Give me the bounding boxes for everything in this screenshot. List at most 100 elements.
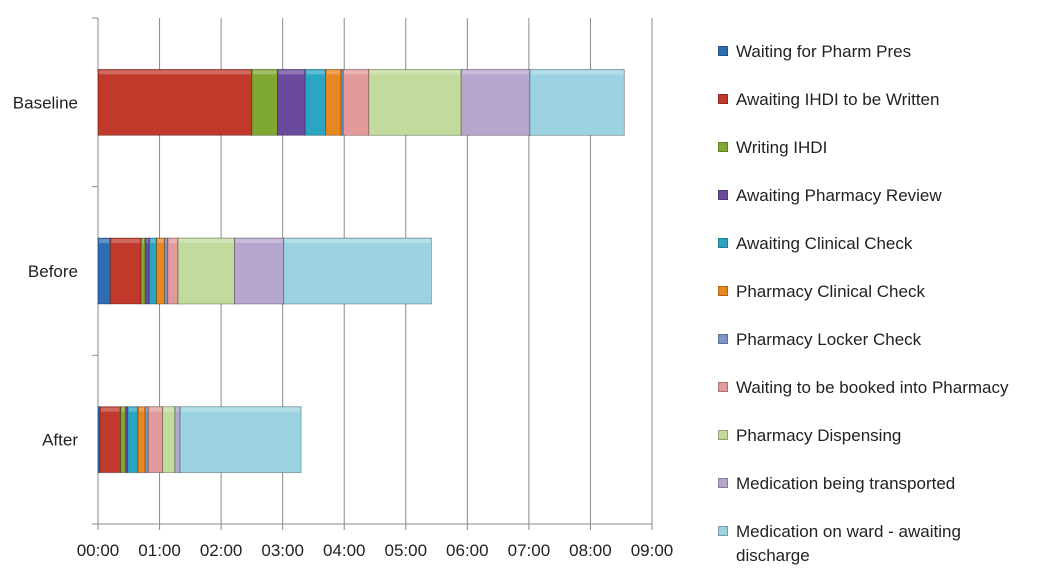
- legend-swatch: [718, 478, 728, 488]
- bar-segment: [368, 68, 462, 136]
- bar-segment-highlight: [168, 239, 178, 243]
- bar-segment-highlight: [146, 407, 148, 412]
- legend-swatch: [718, 382, 728, 392]
- bar-segment-highlight: [181, 407, 301, 412]
- bar-segment: [156, 237, 166, 305]
- bar-segment: [283, 237, 432, 305]
- legend: Waiting for Pharm Pres Awaiting IHDI to b…: [718, 40, 1058, 568]
- legend-label: Pharmacy Dispensing: [736, 426, 902, 445]
- bar-segment-highlight: [344, 70, 368, 75]
- bar-segment-highlight: [121, 407, 125, 412]
- legend-swatch: [718, 46, 728, 56]
- bar-segment: [140, 237, 146, 305]
- x-tick-label: 07:00: [508, 541, 551, 560]
- legend-item: Awaiting IHDI to be Written: [718, 88, 1058, 136]
- bar-segment-highlight: [306, 70, 325, 75]
- bar-segment: [144, 406, 149, 474]
- x-tick-label: 01:00: [138, 541, 181, 560]
- bar-segment-highlight: [284, 239, 431, 243]
- x-tick-label: 02:00: [200, 541, 243, 560]
- x-tick-label: 04:00: [323, 541, 366, 560]
- legend-label: Pharmacy Clinical Check: [736, 282, 925, 301]
- bar-segment: [460, 68, 531, 136]
- x-tick-label: 00:00: [77, 541, 120, 560]
- legend-item: Pharmacy Clinical Check: [718, 280, 1058, 328]
- bar-segment: [164, 237, 169, 305]
- bar-segment: [251, 68, 278, 136]
- bar-segment: [99, 406, 121, 474]
- legend-swatch: [718, 142, 728, 152]
- bar-segment: [162, 406, 176, 474]
- bar-segment-highlight: [326, 70, 341, 75]
- bar-segment-highlight: [165, 239, 167, 243]
- legend-item: Waiting for Pharm Pres: [718, 40, 1058, 88]
- bar-segment-highlight: [157, 239, 164, 243]
- bar-segment: [342, 68, 370, 136]
- bar-segment-highlight: [278, 70, 305, 75]
- bar-segment-highlight: [530, 70, 624, 75]
- category-label: Baseline: [13, 93, 78, 112]
- bar-segment: [127, 406, 139, 474]
- x-tick-label: 06:00: [446, 541, 489, 560]
- stacked-bar-chart: 00:00 01:00 02:00 03:00 04:00 05:00 06:00 07:00…: [13, 17, 674, 560]
- bar-segment-highlight: [101, 407, 120, 412]
- bar-segment: [277, 68, 306, 136]
- bar-segment-highlight: [235, 239, 283, 243]
- legend-item: Awaiting Pharmacy Review: [718, 184, 1058, 232]
- category-label: Before: [28, 262, 78, 281]
- bar-segment: [109, 237, 142, 305]
- x-tick-label: 09:00: [631, 541, 674, 560]
- legend-label: Medication being transported: [736, 474, 956, 493]
- legend-swatch: [718, 190, 728, 200]
- legend-label: Awaiting Pharmacy Review: [736, 186, 942, 205]
- bar-segment: [529, 68, 625, 136]
- legend-item: Writing IHDI: [718, 136, 1058, 184]
- bar-segment: [174, 406, 181, 474]
- bar-segment-highlight: [163, 407, 174, 412]
- bar-segment: [177, 237, 235, 305]
- bar-segment: [144, 237, 150, 305]
- bar-segment: [304, 68, 327, 136]
- bar-segment-highlight: [99, 239, 110, 243]
- legend-swatch: [718, 430, 728, 440]
- x-tick-label: 08:00: [569, 541, 612, 560]
- legend-swatch: [718, 286, 728, 296]
- bar-segment: [234, 237, 285, 305]
- bar-segment-highlight: [252, 70, 277, 75]
- legend-label: Waiting for Pharm Pres: [736, 42, 912, 61]
- legend-label: Awaiting IHDI to be Written: [736, 90, 940, 109]
- legend-item: Awaiting Clinical Check: [718, 232, 1058, 280]
- bar-segment: [125, 406, 129, 474]
- bar-segment-highlight: [139, 407, 145, 412]
- bar-segment: [120, 406, 127, 474]
- legend-swatch: [718, 238, 728, 248]
- bar-segment-highlight: [150, 239, 156, 243]
- bar-segment: [179, 406, 302, 474]
- legend-swatch: [718, 334, 728, 344]
- bar-segment: [147, 406, 164, 474]
- legend-label: Awaiting Clinical Check: [736, 234, 913, 253]
- bar-segment-highlight: [175, 407, 180, 412]
- bar-segment-highlight: [149, 407, 162, 412]
- legend-label: Waiting to be booked into Pharmacy: [736, 378, 1009, 397]
- bar-segment-highlight: [111, 239, 141, 243]
- bar-segment: [97, 237, 111, 305]
- bar-segment: [148, 237, 157, 305]
- legend-item: Waiting to be booked into Pharmacy: [718, 376, 1058, 424]
- x-tick-label: 03:00: [261, 541, 304, 560]
- legend-label: Medication on ward - awaiting discharge: [736, 522, 961, 565]
- bar-segment: [137, 406, 146, 474]
- category-label: After: [42, 431, 78, 450]
- legend-label: Writing IHDI: [736, 138, 828, 157]
- legend-item: Pharmacy Locker Check: [718, 328, 1058, 376]
- legend-swatch: [718, 94, 728, 104]
- legend-item: Medication being transported: [718, 472, 1058, 520]
- legend-swatch: [718, 526, 728, 536]
- bar-segment-highlight: [142, 239, 145, 243]
- bar-segment-highlight: [146, 239, 149, 243]
- legend-item: Pharmacy Dispensing: [718, 424, 1058, 472]
- bar-segment: [97, 68, 253, 136]
- bar-segment: [167, 237, 179, 305]
- legend-item: Medication on ward - awaiting discharge: [718, 520, 1058, 568]
- bar-segment-highlight: [128, 407, 138, 412]
